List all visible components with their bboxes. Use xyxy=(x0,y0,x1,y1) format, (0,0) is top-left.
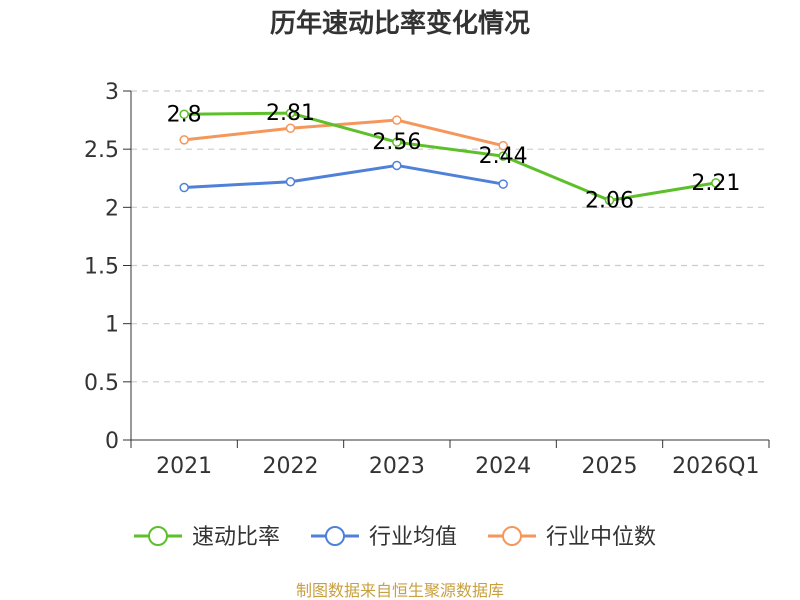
y-tick-label: 1.5 xyxy=(84,255,119,280)
x-tick-label: 2025 xyxy=(582,454,638,479)
data-point xyxy=(179,182,189,193)
axes: 0 0.5 1 1.5 2 2.5 3 2021 2022 2023 2024 2025 2026Q1 xyxy=(84,80,770,479)
y-tick-label: 2 xyxy=(105,196,119,221)
data-point xyxy=(392,137,402,147)
x-tick-label: 2026Q1 xyxy=(672,454,759,479)
data-point xyxy=(392,160,402,171)
data-label: 2.44 xyxy=(479,144,528,169)
source-note: 制图数据来自恒生聚源数据库 xyxy=(296,581,504,600)
legend-marker xyxy=(148,526,168,546)
data-point xyxy=(285,176,296,187)
y-tick-label: 0 xyxy=(105,429,119,454)
legend-label: 行业均值 xyxy=(369,525,457,550)
data-point xyxy=(179,135,189,145)
y-tick-label: 3 xyxy=(105,80,119,105)
legend-label: 行业中位数 xyxy=(546,525,656,550)
data-point xyxy=(179,109,189,120)
data-label: 2.8 xyxy=(167,102,202,127)
chart-title: 历年速动比率变化情况 xyxy=(270,8,530,39)
legend: 速动比率 行业均值 行业中位数 xyxy=(134,525,656,550)
x-tick-label: 2021 xyxy=(156,454,212,479)
series-line-2 xyxy=(184,118,504,148)
data-label: 2.81 xyxy=(266,101,315,126)
legend-marker xyxy=(502,526,522,546)
y-tick-label: 1 xyxy=(105,313,119,338)
data-point xyxy=(711,178,721,188)
series-line-1 xyxy=(184,163,504,190)
x-tick-label: 2022 xyxy=(263,454,319,479)
y-tick-label: 2.5 xyxy=(84,138,119,163)
grid-lines xyxy=(131,90,769,383)
data-label: 2.21 xyxy=(691,171,740,196)
y-tick-label: 0.5 xyxy=(84,371,119,396)
legend-label: 速动比率 xyxy=(192,525,280,550)
data-point xyxy=(498,151,508,161)
data-point xyxy=(285,108,296,118)
data-label: 2.56 xyxy=(372,130,421,155)
legend-marker xyxy=(325,526,345,546)
data-point xyxy=(392,115,402,125)
data-point xyxy=(285,123,296,133)
data-point xyxy=(604,195,615,206)
series-line-0 xyxy=(184,111,717,202)
data-point xyxy=(498,179,508,189)
x-tick-label: 2024 xyxy=(475,454,531,479)
data-point xyxy=(498,140,508,151)
data-label: 2.06 xyxy=(585,188,634,213)
series-lines: 2.8 2.81 2.56 2.44 2.06 2.21 xyxy=(167,101,741,213)
x-tick-label: 2023 xyxy=(369,454,425,479)
